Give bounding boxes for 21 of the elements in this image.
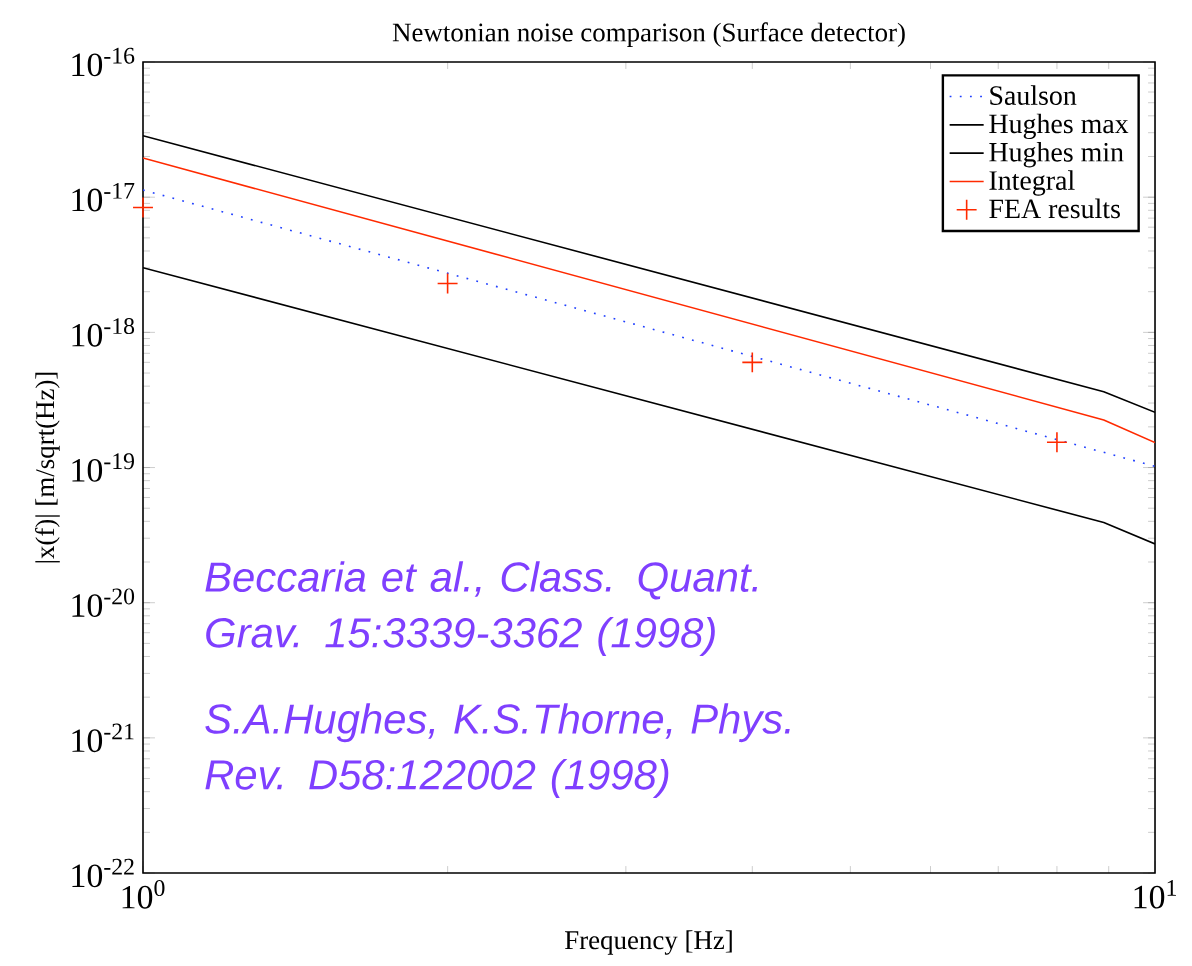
y-tick-label: 10$^{-16}$ [72, 47, 135, 77]
x-tick-label: 10$^{1}$ [1134, 880, 1176, 909]
y-tick-label: 10$^{-21}$ [72, 723, 134, 753]
y-tick-label: 10$^{-19}$ [72, 453, 134, 482]
annotation: Beccaria et al., Class. Quant. Grav. 15:3339-3362 (1998) [205, 561, 758, 656]
annotation: S.A.Hughes, K.S.Thorne, Phys. Rev. D58:122002 (1998) [205, 703, 790, 798]
legend-label: Saulson [990, 85, 1077, 105]
legend-label: Hughes max [989, 113, 1129, 140]
y-tick-label: 10$^{-17}$ [72, 182, 135, 212]
y-tick-label: 10$^{-20}$ [72, 588, 135, 618]
point [1046, 431, 1068, 453]
y-tick-label: 10$^{-18}$ [72, 318, 135, 347]
x-tick-label: 10$^{0}$ [122, 880, 165, 909]
legend-label: Hughes min [989, 141, 1124, 168]
y-axis-title: |x(f)| [m/sqrt(Hz)] [35, 372, 60, 563]
x-axis-title: Frequency [Hz] [565, 930, 732, 955]
point [436, 272, 459, 295]
point [741, 351, 764, 374]
legend-label: FEA results [989, 198, 1120, 219]
legend-label: Integral [989, 170, 1075, 196]
chart-title: Newtonian noise comparison (Surface detector) [392, 22, 905, 48]
